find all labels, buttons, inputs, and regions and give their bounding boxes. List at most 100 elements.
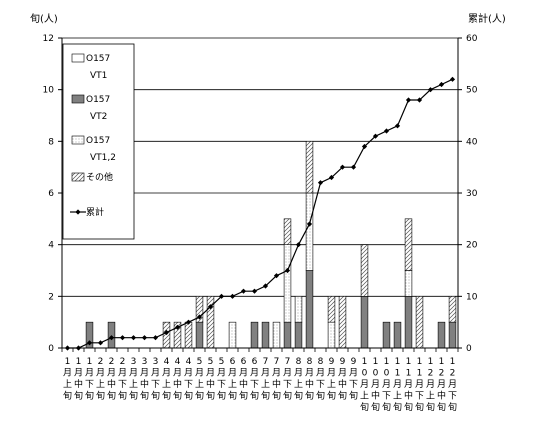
x-tick-char: 下	[184, 380, 193, 390]
x-tick-char: 1	[406, 357, 412, 367]
x-tick-char: 2	[109, 357, 115, 367]
x-tick-char: 1	[395, 369, 401, 379]
x-tick-char: 旬	[404, 401, 413, 413]
x-tick-char: 5	[208, 357, 214, 367]
cumulative-point	[394, 123, 401, 129]
x-tick-char: 4	[186, 357, 192, 367]
x-tick-char: 月	[371, 379, 380, 390]
y2-tick-label: 60	[466, 34, 478, 44]
x-tick-char: 旬	[338, 390, 347, 402]
x-tick-char: 上	[261, 379, 270, 390]
x-tick-char: 旬	[239, 390, 248, 402]
legend-swatch	[71, 94, 85, 104]
cumulative-point	[284, 267, 291, 274]
cumulative-point	[317, 180, 324, 186]
y-tick-label: 0	[48, 344, 54, 354]
legend-label: 累計	[86, 206, 104, 218]
x-tick-char: 中	[206, 378, 215, 390]
bar-segment	[338, 296, 347, 349]
bar-segment	[437, 321, 446, 349]
x-tick-char: 中	[239, 378, 248, 390]
y-tick-label: 2	[48, 292, 54, 302]
bar-segment	[327, 296, 336, 323]
y-axis-label: 旬(人)	[30, 12, 58, 25]
bar-segment	[294, 321, 303, 349]
x-tick-char: 上	[129, 379, 138, 390]
x-tick-char: 7	[263, 357, 269, 367]
legend-label: O157	[86, 95, 110, 105]
cumulative-point	[108, 335, 115, 341]
x-tick-char: 旬	[184, 390, 193, 402]
cumulative-point	[295, 242, 302, 248]
y-tick-label: 8	[48, 137, 54, 147]
x-tick-char: 月	[448, 379, 457, 390]
x-tick-char: 上	[162, 379, 171, 390]
x-tick-char: 月	[327, 368, 336, 379]
x-tick-char: 月	[338, 368, 347, 379]
x-tick-char: 旬	[448, 401, 457, 413]
x-tick-char: 月	[316, 368, 325, 379]
x-tick-char: 旬	[261, 390, 270, 402]
cumulative-point	[218, 293, 225, 299]
x-tick-char: 中	[107, 378, 116, 390]
x-tick-char: 2	[428, 369, 434, 379]
x-tick-char: 上	[294, 379, 303, 390]
x-tick-char: 1	[373, 357, 379, 367]
bar-segment	[283, 218, 292, 245]
legend-label: O157	[86, 54, 110, 64]
bar-segment	[305, 192, 314, 271]
bar-segment	[382, 321, 391, 349]
y-tick-label: 10	[43, 86, 55, 96]
x-tick-char: 月	[195, 368, 204, 379]
x-tick-char: 月	[360, 379, 369, 390]
cumulative-point	[119, 335, 126, 341]
x-tick-char: 月	[129, 368, 138, 379]
cumulative-point	[97, 340, 104, 346]
bar-segment	[360, 244, 369, 297]
x-tick-char: 月	[184, 368, 193, 379]
x-tick-char: 2	[439, 369, 445, 379]
x-tick-char: 月	[217, 368, 226, 379]
cumulative-point	[383, 128, 390, 134]
x-tick-char: 旬	[272, 390, 281, 402]
x-tick-char: 3	[142, 357, 148, 367]
x-tick-char: 旬	[316, 390, 325, 402]
x-tick-char: 旬	[140, 390, 149, 402]
cumulative-point	[240, 288, 247, 294]
x-tick-char: 旬	[96, 390, 105, 402]
x-tick-char: 上	[63, 379, 72, 390]
x-tick-char: 月	[118, 368, 127, 379]
x-tick-char: 月	[85, 368, 94, 379]
cumulative-point	[339, 164, 346, 170]
x-tick-char: 中	[338, 378, 347, 390]
legend-swatch	[71, 172, 85, 182]
cumulative-point	[372, 133, 379, 139]
x-tick-char: 旬	[349, 390, 358, 402]
bar-segment	[415, 296, 424, 349]
x-tick-char: 旬	[437, 401, 446, 413]
x-tick-char: 下	[85, 380, 94, 390]
bar-segment	[404, 218, 413, 271]
x-tick-char: 1	[395, 357, 401, 367]
x-tick-char: 中	[173, 378, 182, 390]
x-tick-char: 8	[296, 357, 302, 367]
legend-label: VT2	[90, 112, 107, 122]
x-tick-char: 1	[417, 369, 423, 379]
x-tick-char: 旬	[74, 390, 83, 402]
legend-label: その他	[86, 171, 113, 183]
